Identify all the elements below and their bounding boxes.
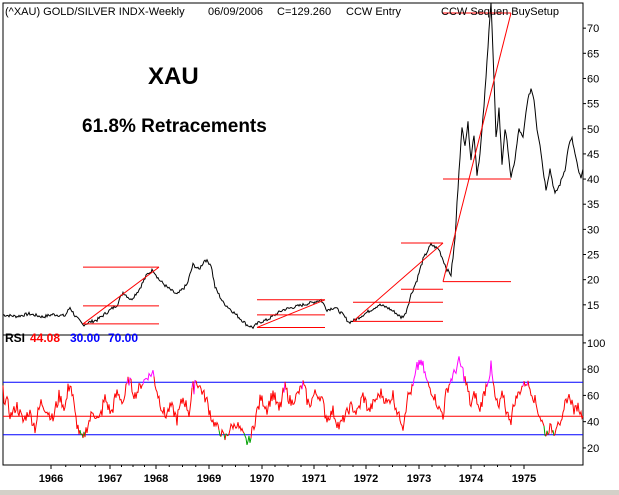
price-y-tick-label: 65 xyxy=(587,48,599,60)
price-y-tick-label: 70 xyxy=(587,23,599,35)
price-y-tick-label: 60 xyxy=(587,73,599,85)
rsi-series-segment xyxy=(153,376,193,426)
price-y-tick-label: 20 xyxy=(587,275,599,287)
rsi-series-segment xyxy=(302,380,414,431)
rsi-layer xyxy=(2,356,584,446)
rsi-series-segment xyxy=(553,393,584,437)
price-y-tick-label: 25 xyxy=(587,250,599,262)
rsi-y-tick-label: 100 xyxy=(587,338,605,350)
x-tick-label: 1966 xyxy=(39,473,63,485)
rsi-series-segment xyxy=(492,381,523,426)
rsi-series-segment xyxy=(427,381,451,420)
x-tick-label: 1967 xyxy=(98,473,122,485)
rsi-series-segment xyxy=(486,360,494,387)
rsi-series-segment xyxy=(243,432,252,446)
annotation-title: XAU xyxy=(148,63,199,90)
rsi-series-segment xyxy=(449,356,466,384)
rsi-series-segment xyxy=(527,380,545,427)
rsi-y-tick-label: 40 xyxy=(587,417,599,429)
rsi-legend-high: 70.00 xyxy=(108,331,138,345)
rsi-y-tick-label: 80 xyxy=(587,364,599,376)
retracement-trend-line xyxy=(352,242,444,322)
rsi-panel-frame xyxy=(2,334,584,466)
axis-layer: 15 20 25 30 35 40 45 50 55 60 65 70 20 40 60 80 100 1966 1… xyxy=(39,23,606,485)
rsi-legend-value: 44.08 xyxy=(30,331,60,345)
price-y-tick-label: 45 xyxy=(587,149,599,161)
x-tick-label: 1970 xyxy=(250,473,274,485)
rsi-series-segment xyxy=(84,383,128,438)
chart-header-date: 06/09/2006 xyxy=(208,6,263,18)
x-tick-label: 1975 xyxy=(512,473,536,485)
price-y-tick-label: 30 xyxy=(587,224,599,236)
price-series-line xyxy=(2,2,584,330)
x-tick-label: 1973 xyxy=(407,473,431,485)
price-y-tick-label: 15 xyxy=(587,300,599,312)
rsi-series-segment xyxy=(552,430,555,436)
x-tick-label: 1969 xyxy=(197,473,221,485)
rsi-series-segment xyxy=(523,381,528,387)
price-y-tick-label: 55 xyxy=(587,99,599,111)
rsi-series-segment xyxy=(227,422,245,437)
rsi-legend-low: 30.00 xyxy=(70,331,100,345)
rsi-series-segment xyxy=(250,387,285,439)
rsi-legend-label: RSI xyxy=(5,331,25,345)
price-y-tick-label: 35 xyxy=(587,199,599,211)
rsi-series-segment xyxy=(412,359,429,387)
x-tick-label: 1972 xyxy=(354,473,378,485)
rsi-series-segment xyxy=(128,377,132,386)
x-tick-label: 1971 xyxy=(302,473,326,485)
price-y-tick-label: 50 xyxy=(587,124,599,136)
chart-header-setup: CCW Sequen BuySetup xyxy=(441,6,559,18)
price-layer xyxy=(2,2,584,330)
rsi-series-segment xyxy=(284,381,303,406)
rsi-series-segment xyxy=(79,429,82,435)
chart-header-signal: CCW Entry xyxy=(346,6,402,18)
rsi-series-segment xyxy=(2,383,81,435)
chart-header-close: C=129.260 xyxy=(277,6,331,18)
chart-header-symbol: (^XAU) GOLD/SILVER INDX-Weekly xyxy=(5,6,185,18)
price-panel-frame xyxy=(2,2,584,336)
rsi-series-segment xyxy=(220,428,225,437)
rsi-y-tick-label: 20 xyxy=(587,443,599,455)
retracement-trend-line xyxy=(442,12,512,282)
rsi-series-segment xyxy=(224,433,227,441)
rsi-series-segment xyxy=(547,422,554,436)
retracement-trend-line xyxy=(256,299,326,328)
x-tick-label: 1968 xyxy=(144,473,168,485)
rsi-y-tick-label: 60 xyxy=(587,390,599,402)
x-tick-label: 1974 xyxy=(459,473,484,485)
price-y-tick-label: 40 xyxy=(587,174,599,186)
rsi-series-segment xyxy=(464,376,488,412)
rsi-series-segment xyxy=(130,378,144,400)
annotation-subtitle: 61.8% Retracements xyxy=(82,116,267,137)
rsi-series-segment xyxy=(225,433,229,437)
rsi-series-segment xyxy=(142,370,155,385)
rsi-series-segment xyxy=(193,379,197,395)
rsi-series-segment xyxy=(195,380,220,431)
retracement-trend-line xyxy=(82,266,160,325)
